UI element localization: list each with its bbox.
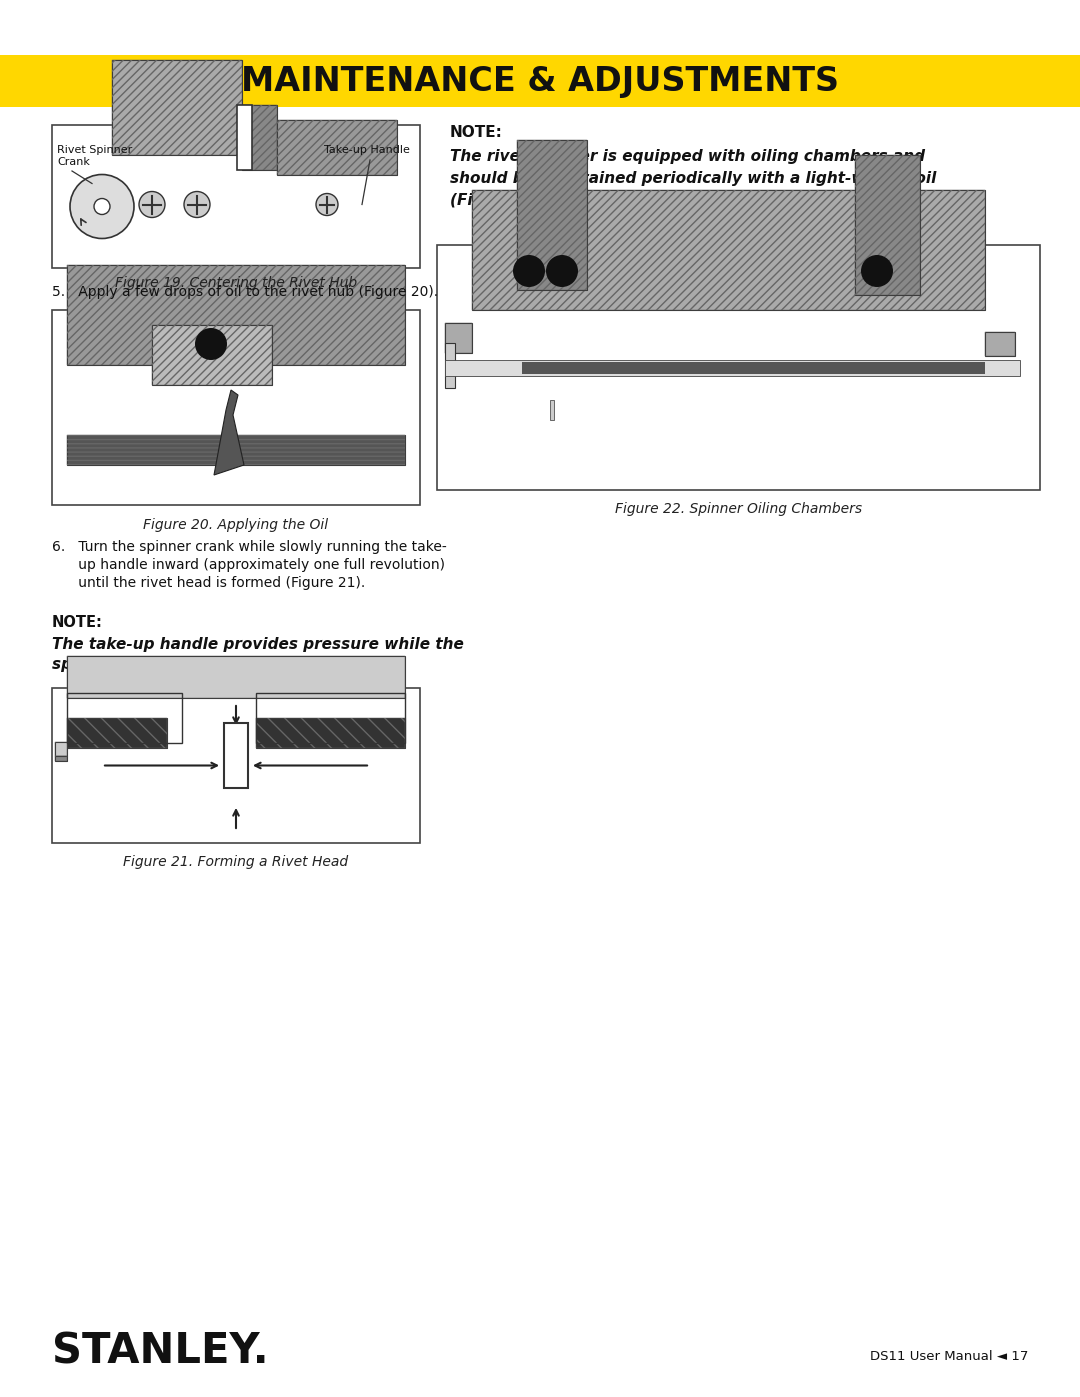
Bar [517,140,588,291]
Bar [67,693,183,743]
Text: Figure 19. Centering the Rivet Hub: Figure 19. Centering the Rivet Hub [114,277,357,291]
Bar [55,742,67,756]
Text: NOTE:: NOTE: [450,124,503,140]
Bar [472,190,985,310]
Text: DS11 User Manual ◄ 17: DS11 User Manual ◄ 17 [869,1350,1028,1362]
Text: The take-up handle provides pressure while the: The take-up handle provides pressure whi… [52,637,464,652]
Bar [67,434,405,465]
Text: STANLEY.: STANLEY. [52,1331,269,1373]
Bar [985,331,1015,355]
Circle shape [513,256,545,286]
Text: Figure 22. Spinner Oiling Chambers: Figure 22. Spinner Oiling Chambers [615,502,862,515]
Text: until the rivet head is formed (Figure 21).: until the rivet head is formed (Figure 2… [52,576,365,590]
Bar [472,190,985,310]
Polygon shape [214,390,244,475]
Circle shape [546,256,578,286]
Bar [0,54,1080,108]
Bar [522,362,985,373]
Bar [152,326,272,386]
Text: 5.   Apply a few drops of oil to the rivet hub (Figure 20).: 5. Apply a few drops of oil to the rivet… [52,285,438,299]
Bar [445,342,455,387]
Bar [437,244,1040,490]
Bar [52,124,420,268]
Bar [242,105,276,170]
Text: Take-up Handle: Take-up Handle [324,145,410,155]
Bar [52,687,420,842]
Bar [67,657,405,698]
Bar [55,756,67,761]
Bar [67,718,167,747]
Bar [517,140,588,291]
Bar [855,155,920,295]
Text: Figure 20. Applying the Oil: Figure 20. Applying the Oil [144,518,328,532]
Bar [550,400,554,420]
Bar [67,434,405,465]
Bar [55,742,67,756]
Text: NOTE:: NOTE: [52,615,103,630]
Bar [112,60,242,155]
Bar [256,718,405,747]
Circle shape [70,175,134,239]
Text: (Figure 22).: (Figure 22). [450,193,552,208]
Text: up handle inward (approximately one full revolution): up handle inward (approximately one full… [52,557,445,571]
Bar [855,155,920,295]
Bar [445,323,472,352]
Bar [112,60,242,155]
Circle shape [195,328,227,360]
Bar [276,120,397,175]
Bar [67,718,167,747]
Bar [224,724,248,788]
Text: 6.   Turn the spinner crank while slowly running the take-: 6. Turn the spinner crank while slowly r… [52,541,447,555]
Bar [67,657,405,698]
Bar [67,265,405,365]
Bar [985,331,1015,355]
Bar [445,359,1020,376]
Bar [445,323,472,352]
Polygon shape [518,256,539,268]
Polygon shape [866,256,888,268]
Circle shape [316,194,338,215]
Bar [152,326,272,386]
Polygon shape [552,256,572,268]
Bar [55,756,67,761]
Text: MAINTENANCE & ADJUSTMENTS: MAINTENANCE & ADJUSTMENTS [241,64,839,98]
Circle shape [861,256,893,286]
Polygon shape [201,328,221,341]
Bar [256,693,405,743]
Circle shape [184,191,210,218]
Bar [237,105,252,170]
Circle shape [94,198,110,215]
Bar [256,718,405,747]
Bar [52,310,420,504]
Text: Figure 21. Forming a Rivet Head: Figure 21. Forming a Rivet Head [123,855,349,869]
Circle shape [139,191,165,218]
Text: The rivet spinner is equipped with oiling chambers and: The rivet spinner is equipped with oilin… [450,149,924,163]
Bar [242,105,276,170]
Bar [276,120,397,175]
Text: should be maintained periodically with a light-weight oil: should be maintained periodically with a… [450,170,936,186]
Text: Rivet Spinner
Crank: Rivet Spinner Crank [57,145,132,166]
Text: spinner anvil forms the rivet head.: spinner anvil forms the rivet head. [52,657,351,672]
Bar [67,265,405,365]
